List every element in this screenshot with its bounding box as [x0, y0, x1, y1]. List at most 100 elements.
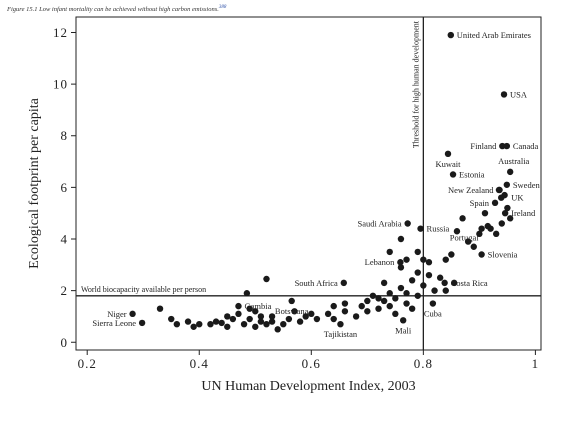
data-point-labeled — [235, 302, 242, 310]
data-point — [235, 310, 242, 318]
data-point-labeled — [337, 320, 344, 328]
point-label: Kuwait — [435, 159, 461, 169]
data-point — [240, 320, 248, 328]
data-point — [442, 287, 449, 294]
caption-prefix: Figure 15.1 — [7, 6, 38, 14]
point-label: Estonia — [459, 169, 485, 179]
data-point — [448, 251, 455, 258]
data-point-labeled — [496, 186, 503, 194]
data-point — [498, 220, 505, 227]
data-point-labeled — [447, 31, 455, 39]
point-label: Costa Rica — [451, 278, 488, 288]
x-tick-label: 1 — [532, 356, 540, 371]
data-point — [196, 320, 203, 328]
data-point — [450, 279, 458, 287]
data-point — [492, 230, 500, 238]
point-label: Cuba — [424, 309, 442, 319]
data-point — [375, 295, 382, 302]
x-tick-label: 0.6 — [302, 356, 321, 371]
data-point — [476, 230, 483, 238]
data-point — [352, 313, 360, 320]
data-point-labeled — [138, 319, 146, 327]
data-point — [506, 215, 514, 222]
data-point — [403, 290, 410, 297]
y-tick-label: 6 — [61, 180, 69, 195]
data-point — [268, 313, 276, 320]
data-point-labeled — [399, 317, 407, 324]
data-point — [246, 305, 253, 312]
data-point — [291, 308, 298, 315]
point-label: Niger — [107, 309, 127, 319]
data-point — [190, 323, 197, 330]
point-label: Botswana — [275, 306, 309, 316]
data-point — [470, 243, 477, 250]
data-point — [414, 248, 421, 256]
x-tick-label: 0.2 — [78, 356, 97, 371]
point-label: Ireland — [511, 208, 536, 218]
plot-frame — [75, 16, 542, 351]
data-point — [375, 305, 382, 312]
data-point — [420, 256, 427, 263]
data-point — [369, 292, 377, 299]
data-point — [207, 320, 214, 328]
data-point-labeled — [503, 142, 511, 150]
data-point — [431, 287, 438, 294]
point-label: UK — [511, 193, 524, 203]
data-point — [224, 323, 231, 330]
data-point-labeled — [498, 194, 505, 201]
data-point-labeled — [449, 171, 457, 178]
data-point — [414, 292, 421, 299]
data-point — [364, 297, 371, 305]
data-point-labeled — [478, 225, 485, 232]
data-point — [324, 310, 332, 318]
data-point — [386, 302, 393, 310]
data-point — [403, 300, 410, 307]
point-label: United Arab Emirates — [457, 30, 531, 40]
data-point — [212, 318, 220, 325]
point-label: Australia — [498, 156, 529, 166]
x-tick-label: 0.8 — [414, 356, 433, 371]
data-point-labeled — [506, 168, 514, 176]
y-axis-title: Ecological footprint per capita — [27, 97, 42, 268]
data-point — [252, 308, 259, 315]
point-label: Russia — [427, 224, 450, 234]
y-tick-label: 2 — [61, 283, 69, 298]
data-point — [308, 310, 315, 318]
data-point — [392, 310, 399, 318]
data-point — [268, 318, 276, 325]
data-point-labeled — [129, 310, 136, 318]
x-tick-label: 0.4 — [190, 356, 209, 371]
caption-ref: 388 — [218, 5, 227, 10]
x-axis-title: UN Human Development Index, 2003 — [201, 379, 415, 394]
y-tick-label: 12 — [53, 25, 68, 40]
data-point — [252, 323, 259, 330]
data-point — [224, 313, 231, 320]
point-labels: United Arab Emirates USA Finland Canada Kuwa… — [92, 30, 540, 339]
data-point — [257, 313, 265, 320]
y-tick-label: 10 — [53, 77, 68, 92]
data-point — [263, 275, 270, 283]
data-point-labeled — [404, 220, 411, 227]
data-point — [425, 259, 433, 266]
point-label: South Africa — [295, 278, 338, 288]
point-label: Tajikistan — [324, 329, 358, 339]
data-point — [386, 290, 393, 297]
figure-caption: Figure 15.1 Low infant mortality can be … — [7, 5, 226, 13]
data-point — [330, 315, 337, 323]
data-point — [408, 305, 416, 312]
point-label: Spain — [470, 198, 490, 208]
data-point-labeled — [478, 251, 485, 258]
data-point — [453, 228, 461, 235]
data-point — [504, 204, 511, 212]
data-point — [442, 256, 449, 263]
data-point — [257, 318, 265, 325]
data-point-labeled — [340, 279, 347, 287]
data-point-labeled — [444, 150, 452, 158]
data-point — [403, 256, 410, 263]
data-point — [392, 295, 399, 302]
point-label: Slovenia — [488, 249, 518, 259]
data-point — [302, 313, 309, 320]
point-label: Gambia — [244, 301, 271, 311]
